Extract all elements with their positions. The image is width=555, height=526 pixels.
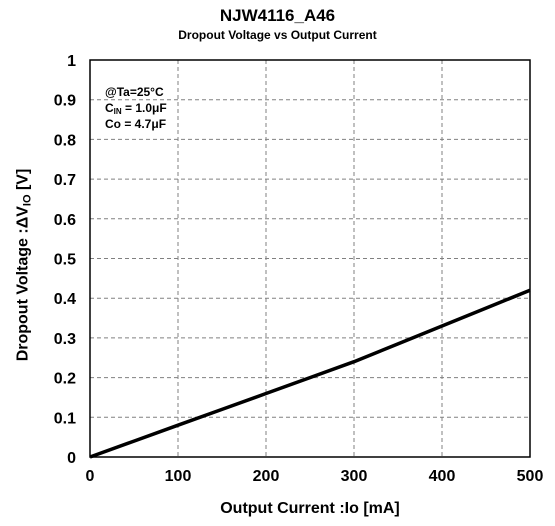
y-tick-label: 0.5 [54, 252, 76, 269]
annotation-cin-main: C [105, 101, 114, 115]
x-tick-label: 100 [165, 468, 192, 485]
y-tick-label: 0.3 [54, 331, 76, 348]
annotation-co: Co = 4.7μF [101, 117, 171, 131]
x-tick-label: 200 [253, 468, 280, 485]
y-tick-label: 0.4 [54, 291, 76, 308]
y-tick-label: 0.1 [54, 410, 76, 427]
chart-subtitle: Dropout Voltage vs Output Current [178, 28, 377, 42]
chart-title: NJW4116_A46 [219, 6, 336, 25]
y-tick-label: 0.2 [54, 371, 76, 388]
x-tick-label: 500 [517, 468, 544, 485]
series-line [89, 288, 531, 459]
y-tick-label: 0.7 [54, 172, 76, 189]
y-tick-label: 0 [67, 450, 76, 467]
y-axis-label-prefix: Dropout Voltage :ΔV [14, 206, 32, 362]
y-axis-label: Dropout Voltage :ΔVIO [V] [15, 169, 34, 362]
plot-frame [89, 59, 531, 458]
y-tick-label: 0.8 [54, 132, 76, 149]
y-tick-label: 0.9 [54, 93, 76, 110]
annotation-cin-sub: IN [113, 107, 122, 116]
x-tick-label: 0 [86, 468, 95, 485]
y-tick-label: 1 [67, 53, 76, 70]
x-axis-label: Output Current :Io [mA] [220, 500, 400, 517]
x-tick-label: 400 [429, 468, 456, 485]
annotation-temperature: @Ta=25°C [101, 85, 168, 99]
annotation-cin-rest: = 1.0μF [121, 101, 167, 115]
annotation-cin: CIN = 1.0μF [101, 101, 171, 116]
y-axis-label-sub: IO [21, 194, 34, 207]
y-tick-label: 0.6 [54, 212, 76, 229]
y-axis-label-suffix: [V] [14, 168, 32, 195]
x-tick-label: 300 [341, 468, 368, 485]
